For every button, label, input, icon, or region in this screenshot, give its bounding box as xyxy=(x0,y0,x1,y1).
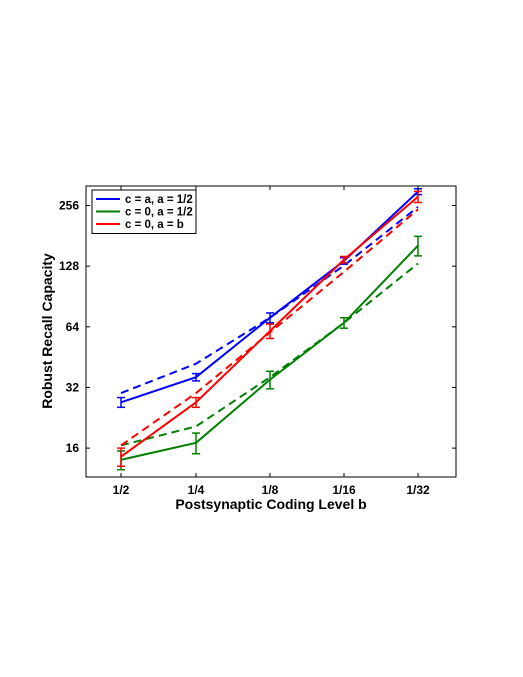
error-bar xyxy=(117,396,125,409)
error-bar xyxy=(192,432,200,455)
x-tick-label: 1/32 xyxy=(406,483,430,497)
axes-layer: 1/2 1/4 1/8 1/16 1/32 16 32 64 128 256 xyxy=(59,185,457,497)
legend-label: c = 0, a = 1/2 xyxy=(125,207,193,219)
y-tick-label: 256 xyxy=(59,199,79,213)
x-tick-label: 1/8 xyxy=(262,483,279,497)
legend-label: c = 0, a = b xyxy=(125,219,184,231)
error-bar xyxy=(117,447,125,468)
x-tick-label: 1/16 xyxy=(332,483,356,497)
dashed-series-line-0 xyxy=(120,206,419,395)
y-tick-label: 32 xyxy=(66,380,80,394)
error-bar xyxy=(340,255,348,264)
error-bar xyxy=(266,370,274,390)
error-bar xyxy=(266,323,274,340)
legend: c = a, a = 1/2c = 0, a = 1/2c = 0, a = b xyxy=(91,189,197,234)
y-tick-label: 128 xyxy=(59,259,79,273)
legend-label: c = a, a = 1/2 xyxy=(125,194,193,206)
error-bar xyxy=(340,316,348,329)
x-tick-label: 1/2 xyxy=(113,483,130,497)
y-tick-label: 16 xyxy=(66,441,80,455)
error-bar xyxy=(414,190,422,204)
error-bar xyxy=(266,312,274,324)
error-bar xyxy=(192,396,200,409)
error-bar xyxy=(192,372,200,382)
series-layer xyxy=(117,188,422,471)
x-tick-label: 1/4 xyxy=(188,483,205,497)
y-tick-label: 64 xyxy=(66,320,80,334)
y-axis-title: Robust Recall Capacity xyxy=(39,253,55,409)
axes-box xyxy=(85,185,457,478)
error-bar xyxy=(414,235,422,257)
dashed-series-line-1 xyxy=(120,262,419,447)
x-axis-title: Postsynaptic Coding Level b xyxy=(175,496,366,512)
